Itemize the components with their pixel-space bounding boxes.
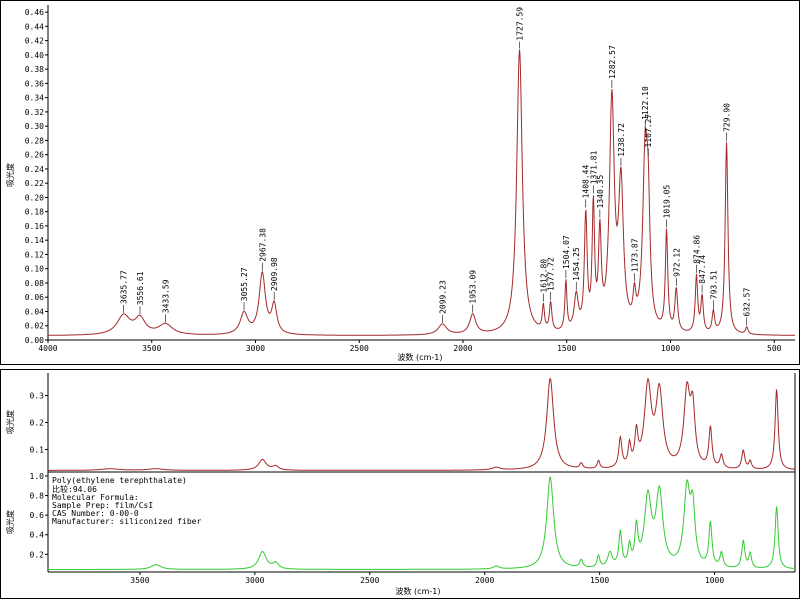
top-x-tick-label: 2000 bbox=[453, 344, 472, 353]
peak-label: 1107.27 bbox=[644, 114, 653, 148]
top-x-tick-label: 2500 bbox=[350, 344, 369, 353]
top-x-axis: 4000 3500 3000 2500 2000 1500 1000 500 bbox=[38, 340, 782, 353]
bottom-y-tick-label: 0.2 bbox=[30, 550, 45, 559]
top-y-tick-label: 0.40 bbox=[25, 51, 44, 60]
bottom-x-tick-label: 3000 bbox=[245, 576, 264, 585]
bottom-y-tick-label: 0.4 bbox=[30, 531, 45, 540]
peak-label: 3433.59 bbox=[162, 279, 171, 313]
top-x-axis-title: 波数 (cm-1) bbox=[398, 352, 443, 362]
top-y-tick-label: 0.42 bbox=[25, 37, 44, 46]
top-y-tick-label: 0.04 bbox=[25, 307, 44, 316]
top-peak-labels: 3635.77 3556.61 3433.59 3055.27 2967.382909.… bbox=[120, 7, 752, 326]
peak-label: 2909.98 bbox=[270, 257, 279, 291]
top-x-tick-label: 500 bbox=[767, 344, 782, 353]
bottom-x-axis: 3500 3000 2500 2000 1500 1000 bbox=[130, 572, 724, 585]
peak-label: 1408.44 bbox=[582, 165, 591, 199]
top-y-tick-label: 0.20 bbox=[25, 193, 44, 202]
top-chart: 0.00 0.02 0.04 0.06 0.08 0.10 0.12 0.14 0.16 0.18… bbox=[5, 5, 795, 362]
top-y-tick-label: 0.08 bbox=[25, 279, 44, 288]
peak-label: 1173.87 bbox=[630, 238, 639, 272]
peak-label: 3055.27 bbox=[240, 267, 249, 301]
peak-label: 847.74 bbox=[698, 255, 707, 284]
peak-label: 1238.72 bbox=[617, 123, 626, 157]
peak-label: 632.57 bbox=[743, 288, 752, 317]
top-x-tick-label: 1000 bbox=[661, 344, 680, 353]
top-y-tick-label: 0.28 bbox=[25, 136, 44, 145]
bottom-x-tick-label: 2500 bbox=[360, 576, 379, 585]
bottom-lower-y-axis: 0.2 0.4 0.6 0.8 1.0 bbox=[30, 472, 48, 559]
bottom-y-tick-label: 1.0 bbox=[30, 472, 45, 481]
peak-label: 1504.07 bbox=[562, 235, 571, 269]
top-y-tick-label: 0.38 bbox=[25, 65, 44, 74]
top-y-tick-label: 0.14 bbox=[25, 236, 44, 245]
bottom-y-tick-label: 0.8 bbox=[30, 492, 45, 501]
top-y-tick-label: 0.12 bbox=[25, 250, 44, 259]
peak-label: 1577.72 bbox=[547, 257, 556, 291]
top-spectrum-line bbox=[48, 49, 795, 336]
peak-label: 2967.38 bbox=[258, 228, 267, 262]
peak-label: 1953.09 bbox=[469, 270, 478, 304]
bottom-y-tick-label: 0.6 bbox=[30, 511, 45, 520]
top-y-tick-label: 0.24 bbox=[25, 165, 44, 174]
peak-label: 972.12 bbox=[672, 248, 681, 277]
top-y-tick-label: 0.16 bbox=[25, 222, 44, 231]
top-x-tick-label: 3500 bbox=[142, 344, 161, 353]
peak-label: 793.51 bbox=[709, 270, 718, 299]
top-y-tick-label: 0.44 bbox=[25, 22, 44, 31]
top-y-tick-label: 0.36 bbox=[25, 79, 44, 88]
peak-label: 1612.80 bbox=[539, 259, 548, 293]
top-y-tick-label: 0.02 bbox=[25, 322, 44, 331]
bottom-x-tick-label: 3500 bbox=[130, 576, 149, 585]
bottom-y-tick-label: 0.1 bbox=[30, 445, 45, 454]
bottom-lower-y-axis-title: 吸光度 bbox=[5, 510, 15, 534]
top-y-tick-label: 0.32 bbox=[25, 108, 44, 117]
top-y-tick-label: 0.00 bbox=[25, 336, 44, 345]
top-y-tick-label: 0.06 bbox=[25, 293, 44, 302]
peak-label: 1371.81 bbox=[589, 150, 598, 184]
bottom-y-tick-label: 0.3 bbox=[30, 392, 45, 401]
peak-label: 2099.23 bbox=[438, 280, 447, 314]
peak-label: 3635.77 bbox=[120, 270, 129, 304]
bottom-x-axis-title: 波数 (cm-1) bbox=[396, 586, 441, 596]
top-y-tick-label: 0.10 bbox=[25, 265, 44, 274]
peak-label: 1727.59 bbox=[516, 7, 525, 41]
reference-info: Poly(ethylene terephthalate) 比较:94.06 Mo… bbox=[52, 476, 201, 526]
bottom-upper-y-axis: 0.1 0.2 0.3 bbox=[30, 392, 48, 454]
bottom-upper-spectrum-line bbox=[48, 377, 795, 471]
top-y-tick-label: 0.30 bbox=[25, 122, 44, 131]
peak-label: 1282.57 bbox=[608, 45, 617, 79]
info-line-formula: Molecular Formula: bbox=[52, 493, 139, 502]
top-y-tick-label: 0.26 bbox=[25, 151, 44, 160]
peak-label: 1122.10 bbox=[641, 86, 650, 120]
peak-label: 729.90 bbox=[723, 103, 732, 132]
bottom-upper-y-axis-title: 吸光度 bbox=[5, 410, 15, 434]
bottom-x-tick-label: 1500 bbox=[590, 576, 609, 585]
bottom-chart: 0.1 0.2 0.3 0.2 0.4 0.6 0.8 1.0 3500 3000 2500 20… bbox=[5, 373, 796, 596]
top-y-tick-label: 0.18 bbox=[25, 208, 44, 217]
top-x-tick-label: 3000 bbox=[246, 344, 265, 353]
peak-label: 1454.25 bbox=[572, 247, 581, 281]
info-line-cas: CAS Number: 0-00-0 bbox=[52, 509, 139, 518]
top-panel-frame bbox=[0, 0, 800, 365]
info-line-manufacturer: Manufacturer: siliconized fiber bbox=[52, 517, 201, 526]
info-line-match: 比较:94.06 bbox=[52, 484, 97, 494]
top-x-tick-label: 4000 bbox=[38, 344, 57, 353]
peak-label: 3556.61 bbox=[136, 271, 145, 305]
bottom-x-tick-label: 1000 bbox=[705, 576, 724, 585]
top-y-tick-label: 0.34 bbox=[25, 94, 44, 103]
peak-label: 1340.35 bbox=[596, 175, 605, 209]
bottom-x-tick-label: 2000 bbox=[475, 576, 494, 585]
top-y-tick-label: 0.22 bbox=[25, 179, 44, 188]
bottom-y-tick-label: 0.2 bbox=[30, 419, 45, 428]
bottom-lower-spectrum-line bbox=[48, 476, 795, 570]
info-line-sample-prep: Sample Prep: film/CsI bbox=[52, 501, 153, 510]
peak-label: 1019.05 bbox=[663, 185, 672, 219]
top-y-axis: 0.00 0.02 0.04 0.06 0.08 0.10 0.12 0.14 0.16 0.18… bbox=[25, 8, 48, 345]
top-y-tick-label: 0.46 bbox=[25, 8, 44, 17]
top-x-tick-label: 1500 bbox=[557, 344, 576, 353]
info-line-compound: Poly(ethylene terephthalate) bbox=[52, 476, 187, 485]
top-y-axis-title: 吸光度 bbox=[5, 163, 15, 187]
peak-label: 874.86 bbox=[693, 235, 702, 264]
